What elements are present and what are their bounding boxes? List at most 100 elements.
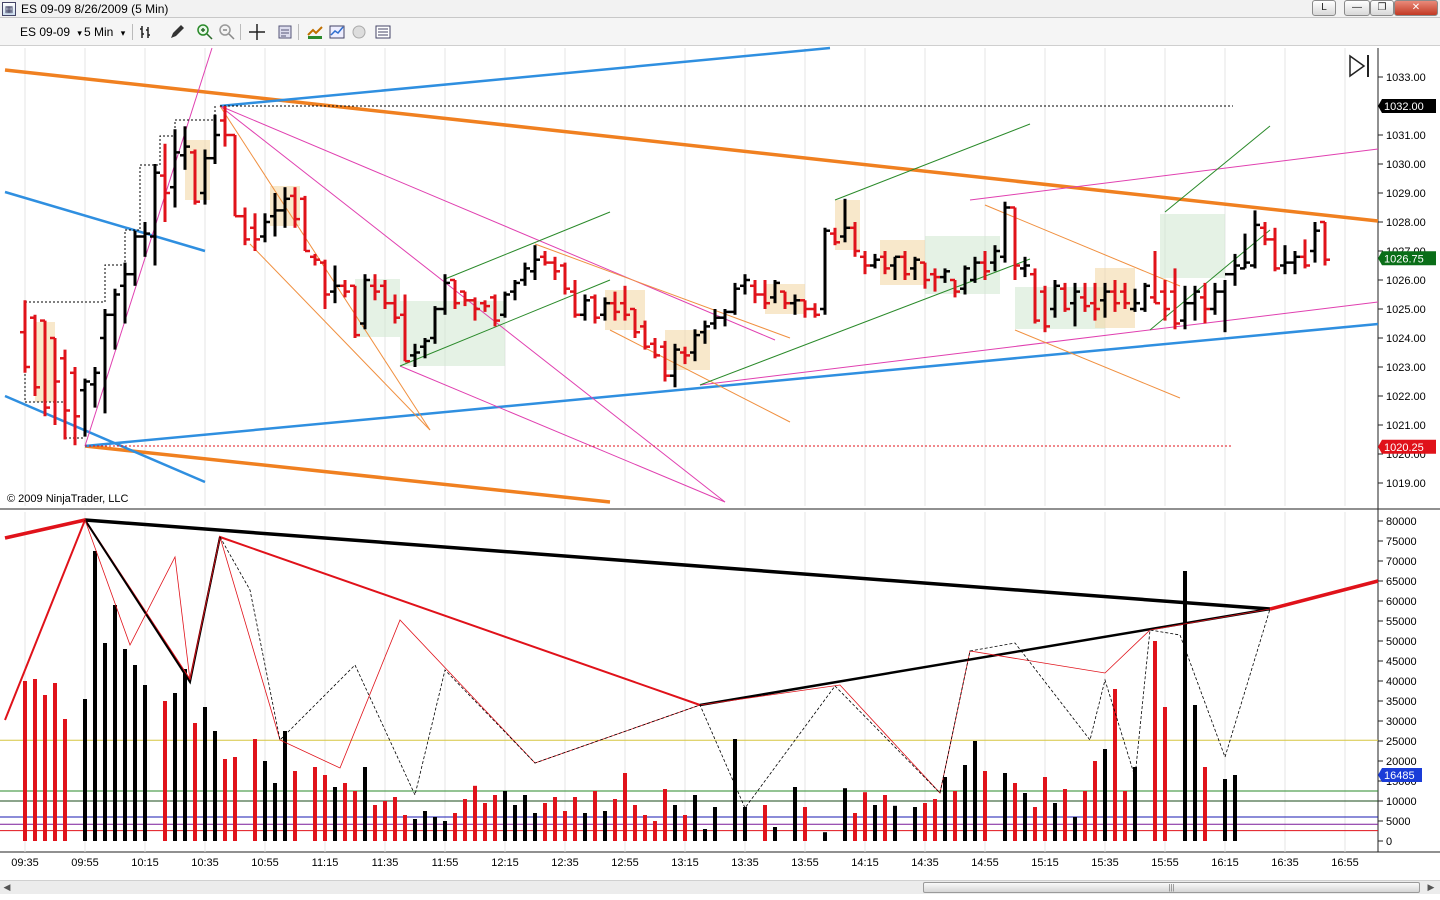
volume-label: 5000	[1386, 816, 1410, 828]
ohlc-bar	[860, 251, 870, 275]
ohlc-bar	[730, 282, 740, 315]
ohlc-bar	[80, 378, 90, 437]
ohlc-bar	[1130, 288, 1140, 312]
last-price-marker-bg	[1378, 251, 1436, 266]
ohlc-bar	[600, 297, 610, 321]
price-label: 1025.00	[1386, 304, 1426, 316]
ohlc-bar	[40, 319, 50, 417]
time-label: 14:35	[911, 857, 939, 869]
ohlc-bar	[1050, 280, 1060, 318]
ohlc-bar	[1170, 268, 1180, 330]
minimize-button[interactable]: —	[1344, 0, 1370, 16]
volume-bars	[23, 551, 1237, 841]
price-label: 1024.00	[1386, 333, 1426, 345]
chart-canvas[interactable]: 09:35 09:55 10:15 10:35 10:55 11:15 11:35 11:55…	[0, 46, 1440, 880]
ohlc-bar	[520, 262, 530, 286]
ohlc-bar	[1250, 210, 1260, 269]
ohlc-bar	[620, 285, 630, 321]
ohlc-bar	[830, 227, 840, 246]
window-titlebar: ▦ ES 09-09 8/26/2009 (5 Min) L — ❐ ✕	[0, 0, 1440, 18]
swing-line-up	[4, 518, 86, 540]
ohlc-bar	[840, 198, 850, 243]
scroll-to-end-icon	[1349, 54, 1366, 78]
time-label: 15:15	[1031, 857, 1059, 869]
ohlc-bar	[200, 149, 210, 205]
time-label: 14:15	[851, 857, 879, 869]
ohlc-bar	[270, 193, 280, 237]
ohlc-bar	[1140, 282, 1150, 312]
ohlc-bar	[610, 291, 620, 321]
time-label: 13:55	[791, 857, 819, 869]
close-button[interactable]: ✕	[1394, 0, 1438, 16]
ohlc-bar	[1010, 206, 1020, 280]
swing-line-up	[1269, 579, 1379, 611]
ohlc-bar	[1300, 239, 1310, 269]
session-low-marker: 1020.25	[1384, 442, 1424, 454]
volume-label: 45000	[1386, 656, 1417, 668]
price-label: 1023.00	[1386, 362, 1426, 374]
chart-trader-icon[interactable]	[374, 23, 392, 41]
ninjatrader-app-icon[interactable]: ▦	[2, 2, 16, 16]
time-label: 10:15	[131, 857, 159, 869]
session-high-marker-bg	[1378, 99, 1436, 113]
ohlc-bar	[640, 320, 650, 350]
time-label: 09:55	[71, 857, 99, 869]
toolbar-separator	[298, 24, 299, 40]
zoom-out-icon[interactable]	[218, 23, 236, 41]
session-high-marker: 1032.00	[1384, 101, 1424, 113]
ohlc-bar	[410, 343, 420, 367]
link-button[interactable]: L	[1312, 0, 1336, 16]
zoom-in-icon[interactable]	[196, 23, 214, 41]
data-box-icon[interactable]	[350, 23, 368, 41]
properties-icon[interactable]	[276, 23, 294, 41]
price-label: 1021.00	[1386, 420, 1426, 432]
time-label: 16:55	[1331, 857, 1359, 869]
ohlc-bar	[30, 314, 40, 396]
ohlc-bar	[180, 126, 190, 170]
strategies-icon[interactable]	[306, 23, 324, 41]
ohlc-bar	[300, 195, 310, 253]
ohlc-bar	[780, 290, 790, 309]
ohlc-bar	[360, 274, 370, 330]
swing-line-black	[699, 607, 1271, 707]
orange-fib-line	[1014, 329, 1181, 399]
consolidation-zone	[1015, 287, 1105, 329]
restore-button[interactable]: ❐	[1370, 0, 1394, 16]
pencil-icon[interactable]	[168, 23, 186, 41]
crosshair-icon[interactable]	[248, 23, 266, 41]
ohlc-bar	[720, 309, 730, 327]
window-title: ES 09-09 8/26/2009 (5 Min)	[21, 2, 169, 16]
ohlc-bar	[130, 230, 140, 286]
ohlc-bar	[1280, 245, 1290, 275]
ohlc-bar	[1070, 282, 1080, 327]
ohlc-bar	[800, 299, 810, 318]
volume-last-marker: 16485	[1384, 770, 1415, 782]
ohlc-bar	[1210, 282, 1220, 315]
scroll-thumb[interactable]: |||	[923, 882, 1420, 893]
ohlc-bar	[970, 256, 980, 283]
ohlc-bar	[1000, 201, 1010, 263]
interval-selector[interactable]: 5 Min ▾	[84, 23, 125, 41]
price-panel	[0, 48, 1378, 506]
scroll-left-button[interactable]: ◀	[3, 882, 11, 892]
ohlc-bar	[870, 253, 880, 269]
price-label: 1022.00	[1386, 391, 1426, 403]
blue-trendline-bottom	[84, 322, 1379, 448]
ohlc-bar	[980, 251, 990, 280]
indicators-icon[interactable]	[328, 23, 346, 41]
ohlc-bar	[1320, 220, 1330, 266]
volume-label: 0	[1386, 836, 1392, 848]
ohlc-bar	[60, 349, 70, 440]
time-label: 15:55	[1151, 857, 1179, 869]
ohlc-bar	[310, 253, 320, 266]
ohlc-bar	[990, 245, 1000, 272]
ohlc-bar	[350, 284, 360, 338]
volume-last-marker-bg	[1378, 768, 1422, 783]
scroll-right-button[interactable]: ▶	[1427, 882, 1435, 892]
instrument-selector[interactable]: ES 09-09 ▾	[20, 23, 82, 41]
ohlc-bar	[430, 306, 440, 344]
horizontal-scrollbar[interactable]: ◀ ||| ▶	[0, 880, 1440, 894]
time-label: 10:35	[191, 857, 219, 869]
blue-channel-top	[219, 46, 831, 108]
bar-type-icon[interactable]	[138, 23, 156, 41]
